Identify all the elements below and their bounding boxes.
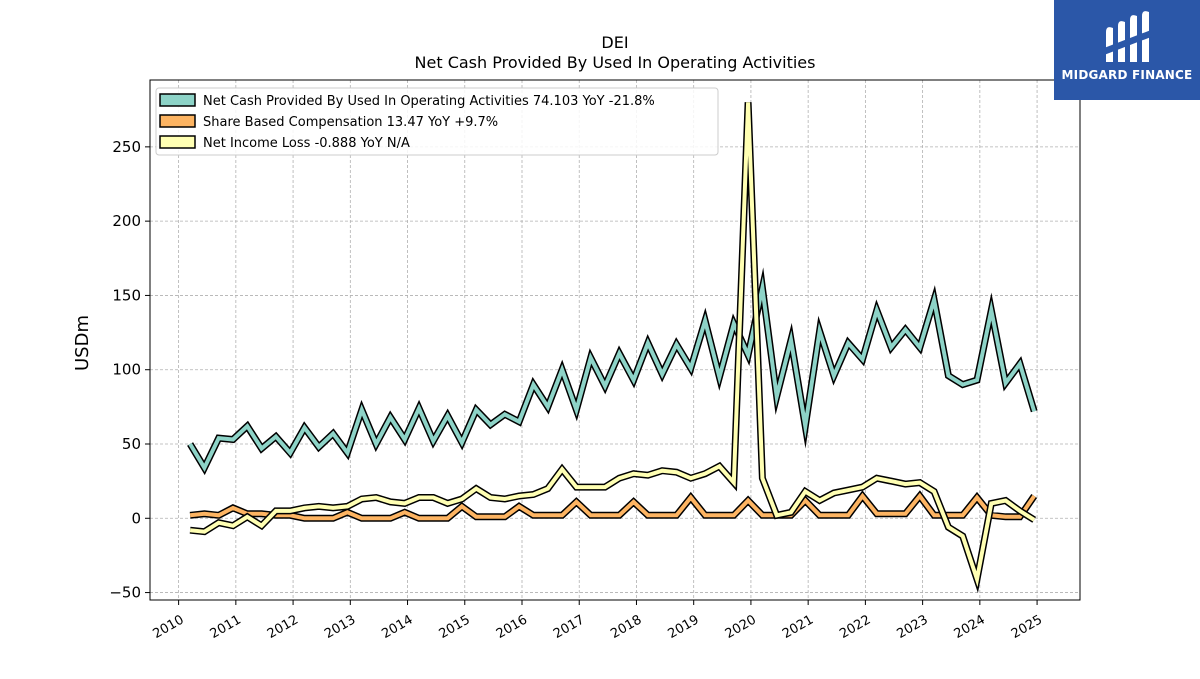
brand-logo-icon [1104, 11, 1151, 63]
chart-subtitle: Net Cash Provided By Used In Operating A… [415, 53, 816, 72]
y-tick-label: 200 [112, 212, 141, 230]
legend-swatch-operating-cash [159, 93, 196, 107]
plot-frame [149, 79, 1081, 601]
grid-layer [150, 80, 1080, 600]
chart-title: DEI [601, 33, 628, 52]
legend-label-net-income: Net Income Loss -0.888 YoY N/A [203, 136, 410, 151]
legend-swatch-net-income [159, 135, 196, 149]
brand-name: MIDGARD FINANCE [1061, 68, 1193, 82]
legend-label-operating-cash: Net Cash Provided By Used In Operating A… [203, 94, 655, 109]
y-tick-label: 0 [131, 509, 141, 527]
legend-label-share-based-comp: Share Based Compensation 13.47 YoY +9.7% [203, 115, 498, 130]
y-tick-label: −50 [109, 584, 141, 602]
series-layer [187, 102, 1038, 594]
series-line-operating-cash [188, 276, 1037, 473]
y-tick-label: 100 [112, 361, 141, 379]
y-tick-label: 50 [122, 435, 141, 453]
y-tick-label: 150 [112, 286, 141, 304]
series-line-share-based-comp [189, 492, 1036, 521]
legend-swatch-share-based-comp [159, 114, 196, 128]
series-line-net-income [189, 102, 1036, 588]
brand-logo-box: MIDGARD FINANCE [1054, 0, 1200, 100]
y-axis-label: USDm [72, 315, 93, 371]
y-tick-label: 250 [112, 138, 141, 156]
legend-frame [155, 87, 719, 156]
legend: Net Cash Provided By Used In Operating A… [155, 87, 719, 156]
